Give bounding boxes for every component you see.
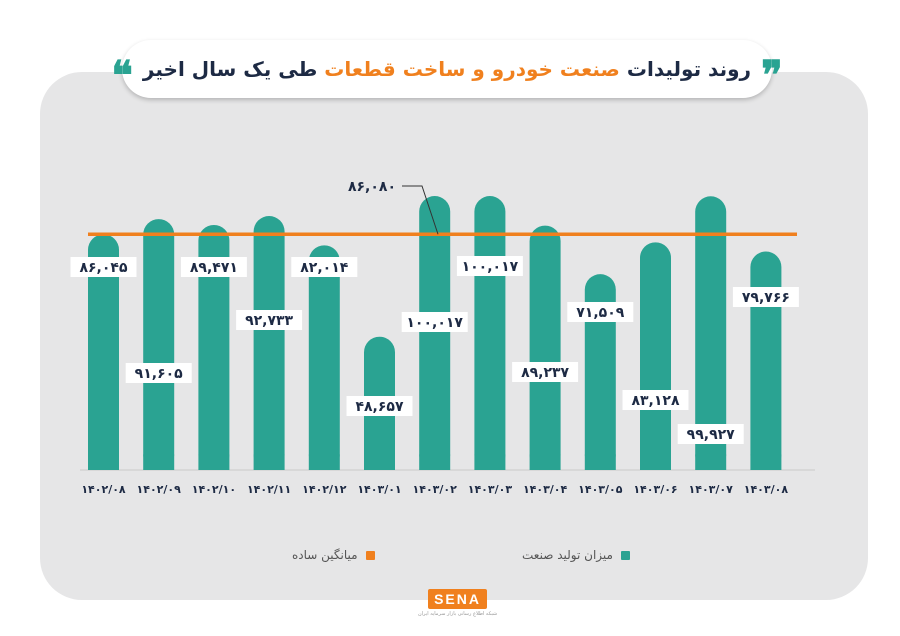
data-label: ۸۲,۰۱۴ <box>300 260 348 276</box>
x-tick-label: ۱۴۰۳/۰۱ <box>357 483 401 496</box>
bar <box>198 224 230 470</box>
data-label: ۹۱,۶۰۵ <box>135 366 183 382</box>
x-tick-label: ۱۴۰۳/۰۴ <box>523 483 568 496</box>
data-label-bg <box>291 257 358 277</box>
bar-base <box>88 454 119 470</box>
data-label: ۸۳,۱۲۸ <box>631 393 679 409</box>
x-tick-label: ۱۴۰۲/۰۹ <box>137 483 182 496</box>
data-label: ۹۹,۹۲۷ <box>687 427 735 443</box>
bar <box>584 274 616 470</box>
x-tick-label: ۱۴۰۲/۱۱ <box>247 483 291 496</box>
legend-item-bars: میزان تولید صنعت <box>522 548 630 562</box>
bar <box>308 245 340 470</box>
x-tick-label: ۱۴۰۲/۰۸ <box>81 483 126 496</box>
bar <box>529 225 561 470</box>
legend-label-bars: میزان تولید صنعت <box>522 548 613 562</box>
data-label-bg <box>456 256 523 276</box>
data-label-bg <box>622 390 689 410</box>
bar <box>695 196 727 470</box>
data-label: ۷۹,۷۶۶ <box>742 290 790 306</box>
bar-base <box>640 454 671 470</box>
bar-base <box>584 454 616 470</box>
data-label: ۸۹,۲۳۷ <box>521 365 569 381</box>
title-banner: ❞ روند تولیدات صنعت خودرو و ساخت قطعات ط… <box>111 40 783 98</box>
data-label: ۸۹,۴۷۱ <box>190 260 238 276</box>
bar <box>88 234 119 470</box>
x-tick-label: ۱۴۰۳/۰۶ <box>633 483 677 496</box>
average-label: ۸۶,۰۸۰ <box>348 179 396 195</box>
bar <box>253 216 285 470</box>
data-label: ۸۶,۰۴۵ <box>79 260 127 276</box>
title-part-2: صنعت خودرو و ساخت قطعات <box>324 57 620 81</box>
x-tick-label: ۱۴۰۲/۱۲ <box>302 483 347 496</box>
bar-base <box>308 454 340 470</box>
data-label-bg <box>677 424 744 444</box>
bar-base <box>253 454 285 470</box>
logo-subtitle: شبکه اطلاع رسانی بازار سرمایه ایران <box>418 611 498 617</box>
x-tick-label: ۱۴۰۳/۰۳ <box>468 483 513 496</box>
title-part-1: روند تولیدات <box>626 57 752 81</box>
data-label-bg <box>401 312 468 332</box>
quote-open-icon: ❞ <box>761 52 783 99</box>
bar <box>640 242 671 470</box>
x-tick-label: ۱۴۰۳/۰۵ <box>578 483 623 496</box>
quote-close-icon: ❝ <box>111 52 133 99</box>
data-label-bg <box>180 257 247 277</box>
data-label: ۷۱,۵۰۹ <box>576 305 624 321</box>
data-label: ۱۰۰,۰۱۷ <box>406 315 463 331</box>
bar-base <box>198 454 230 470</box>
x-tick-label: ۱۴۰۲/۱۰ <box>192 483 236 496</box>
title-part-3: طی یک سال اخیر <box>142 57 318 81</box>
legend-item-average: میانگین ساده <box>292 548 375 562</box>
bar <box>750 251 782 470</box>
data-label-bg <box>70 257 137 277</box>
bar-base <box>474 454 506 470</box>
data-label-bg <box>732 287 799 307</box>
data-label-bg <box>236 310 303 330</box>
bar <box>143 219 175 470</box>
bar-base <box>143 454 175 470</box>
data-label-bg <box>512 362 579 382</box>
chart-title: روند تولیدات صنعت خودرو و ساخت قطعات طی … <box>143 57 751 81</box>
data-label-bg <box>125 363 192 383</box>
data-label-bg <box>346 396 413 416</box>
average-callout-line <box>402 185 439 235</box>
legend: میزان تولید صنعت میانگین ساده <box>0 548 900 572</box>
bar-base <box>529 454 561 470</box>
x-tick-label: ۱۴۰۳/۰۷ <box>689 483 734 496</box>
legend-label-average: میانگین ساده <box>292 548 358 562</box>
bar-base <box>419 454 451 470</box>
sena-logo: SENA شبکه اطلاع رسانی بازار سرمایه ایران <box>418 589 497 617</box>
bar-base <box>695 454 727 470</box>
logo-text: SENA <box>428 589 487 609</box>
data-label: ۴۸,۶۵۷ <box>355 399 403 415</box>
legend-swatch-average <box>365 550 375 560</box>
bar-base <box>750 454 782 470</box>
chart-panel <box>40 72 868 600</box>
bar-base <box>364 454 395 470</box>
data-label: ۹۲,۷۳۳ <box>245 313 293 329</box>
bar <box>419 196 451 470</box>
legend-swatch-bars <box>620 550 630 560</box>
x-tick-label: ۱۴۰۳/۰۸ <box>744 483 789 496</box>
data-label-bg <box>567 302 634 322</box>
bar <box>474 196 506 470</box>
data-label: ۱۰۰,۰۱۷ <box>462 259 519 275</box>
x-tick-label: ۱۴۰۳/۰۲ <box>413 483 458 496</box>
